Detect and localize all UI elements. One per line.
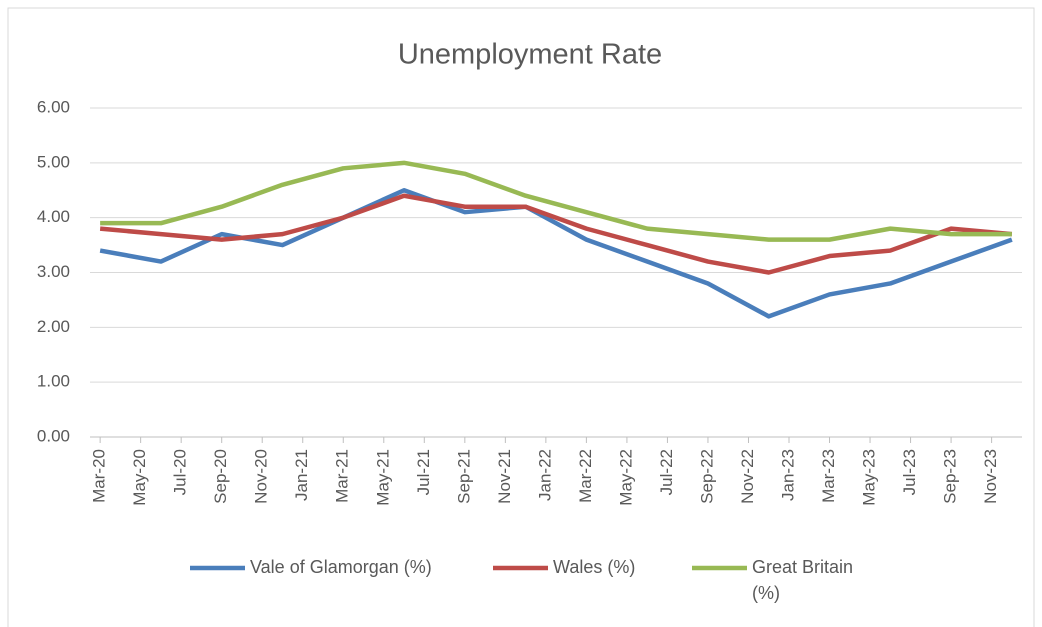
x-tick-label: May-20 xyxy=(130,449,149,506)
y-tick-label: 5.00 xyxy=(37,152,70,171)
x-tick-label: Nov-23 xyxy=(981,449,1000,504)
x-tick-label: Jul-23 xyxy=(900,449,919,495)
legend-label: Great Britain (%) xyxy=(752,557,854,603)
x-tick-label: May-22 xyxy=(616,449,635,506)
x-tick-label: Nov-21 xyxy=(495,449,514,504)
x-tick-label: Mar-22 xyxy=(576,449,595,503)
x-tick-label: Mar-23 xyxy=(819,449,838,503)
x-tick-label: Jan-23 xyxy=(778,449,797,501)
x-tick-label: Sep-22 xyxy=(697,449,716,504)
x-tick-label: Nov-22 xyxy=(738,449,757,504)
chart-border xyxy=(7,7,1035,627)
legend-label: Vale of Glamorgan (%) xyxy=(250,557,432,577)
x-tick-label: Jan-22 xyxy=(535,449,554,501)
legend-label: Wales (%) xyxy=(553,557,636,577)
series-line xyxy=(100,160,1012,242)
x-tick-label: Jul-20 xyxy=(171,449,190,495)
y-tick-label: 1.00 xyxy=(37,372,70,391)
y-tick-label: 3.00 xyxy=(37,262,70,281)
y-tick-label: 6.00 xyxy=(37,97,70,116)
x-tick-label: Sep-21 xyxy=(454,449,473,504)
x-tick-label: Mar-20 xyxy=(90,449,109,503)
x-tick-label: May-23 xyxy=(860,449,879,506)
x-tick-label: Jul-21 xyxy=(414,449,433,495)
x-tick-label: Sep-20 xyxy=(211,449,230,504)
chart-title: Unemployment Rate xyxy=(398,39,662,71)
x-tick-label: Mar-21 xyxy=(333,449,352,503)
series-line xyxy=(99,193,1013,275)
y-tick-label: 0.00 xyxy=(37,426,70,445)
x-tick-label: Jan-21 xyxy=(292,449,311,501)
series-line xyxy=(99,188,1013,319)
x-tick-label: Jul-22 xyxy=(657,449,676,495)
x-tick-label: May-21 xyxy=(373,449,392,506)
x-tick-label: Sep-23 xyxy=(941,449,960,504)
y-tick-label: 2.00 xyxy=(37,317,70,336)
y-tick-label: 4.00 xyxy=(37,207,70,226)
x-tick-label: Nov-20 xyxy=(252,449,271,504)
